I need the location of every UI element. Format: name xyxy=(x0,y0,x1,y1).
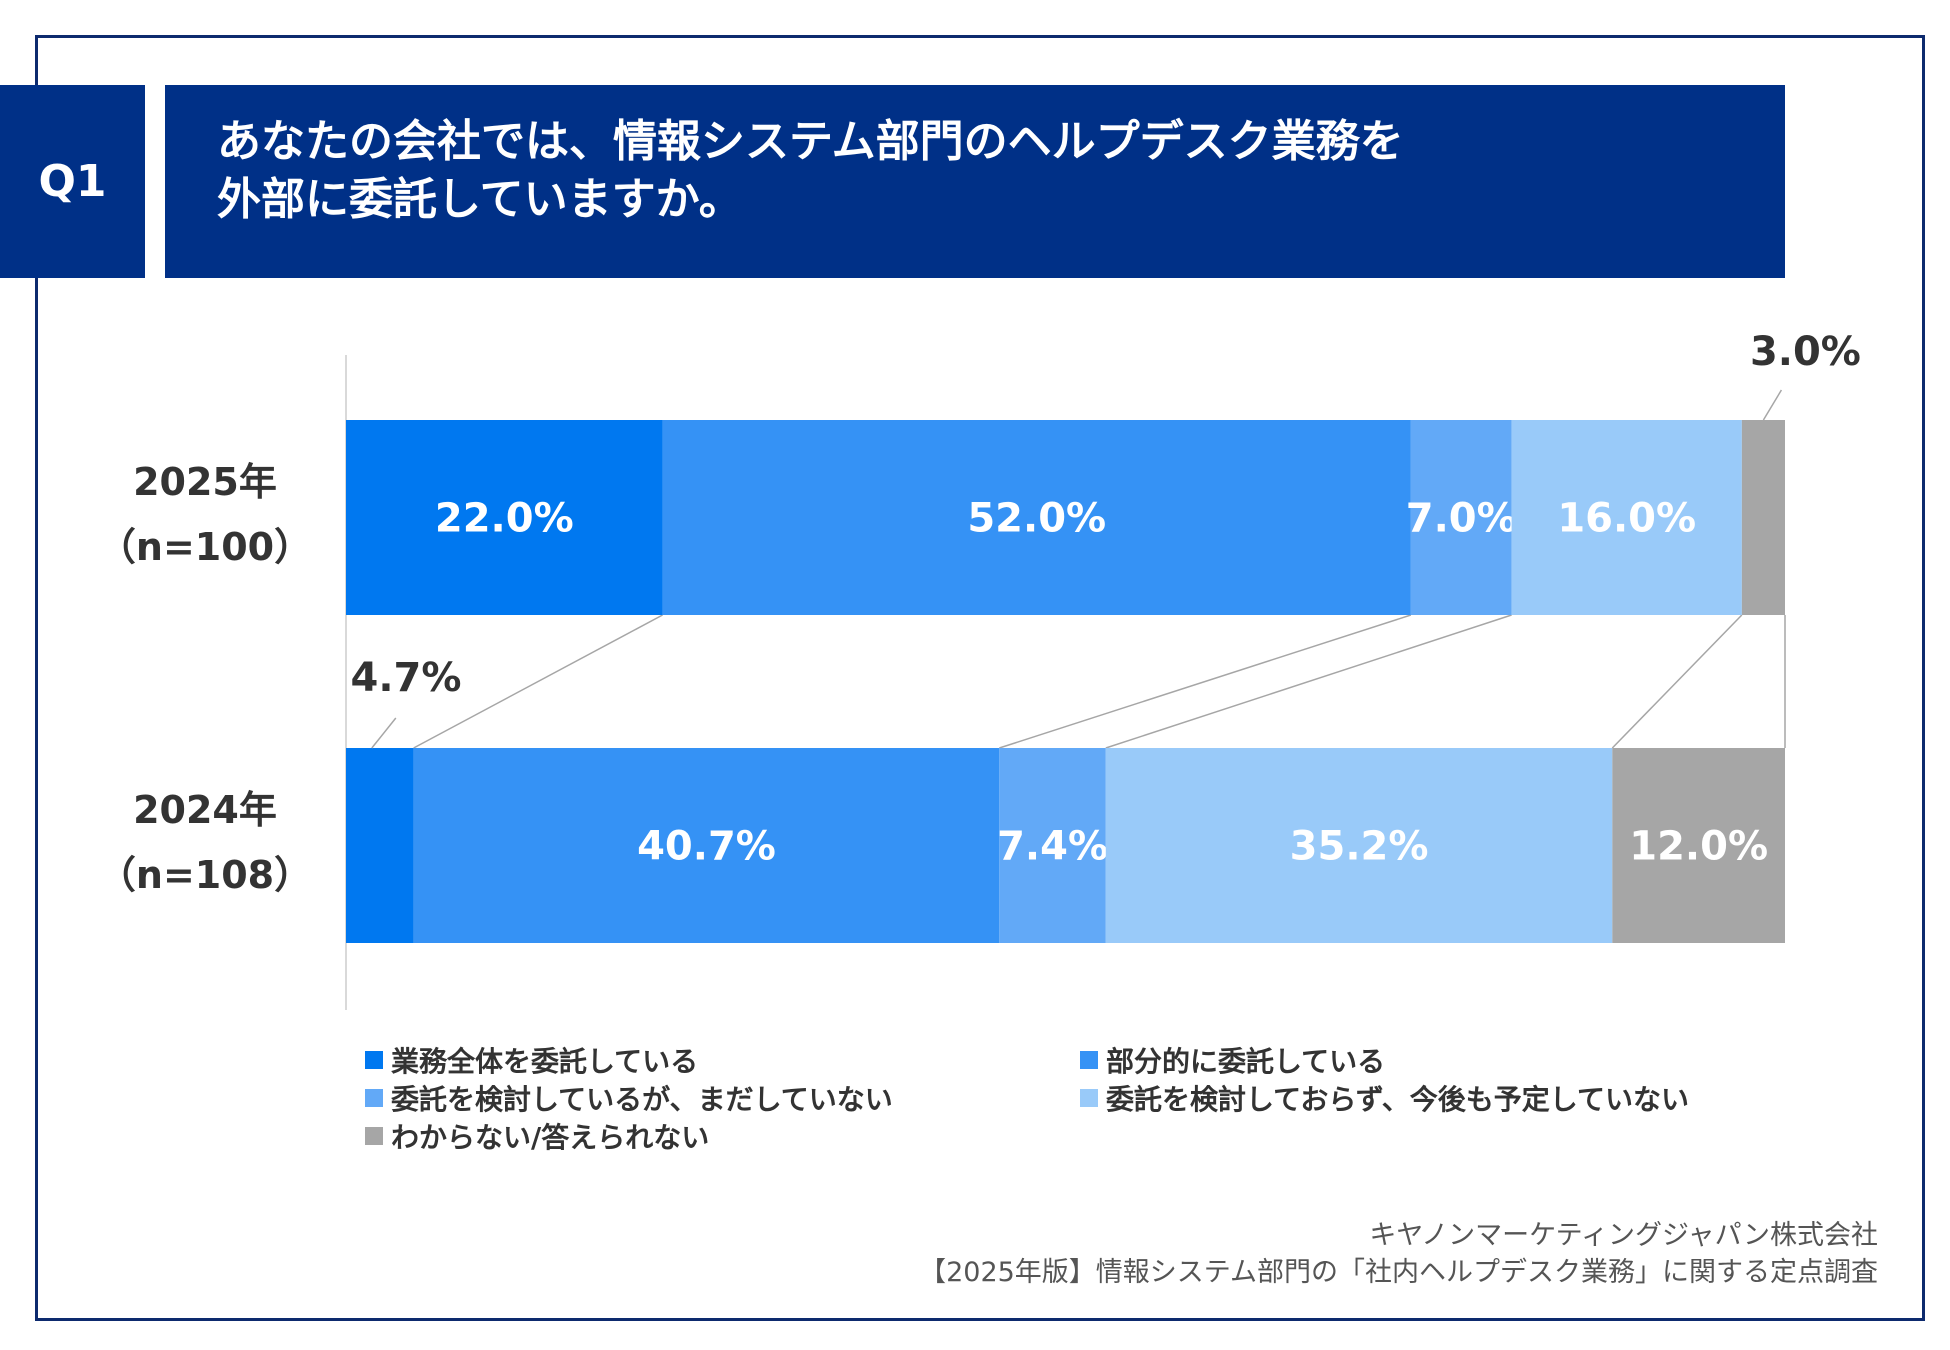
data-label: 35.2% xyxy=(1290,824,1429,870)
legend-swatch xyxy=(365,1051,383,1069)
category-label-n: （n=108） xyxy=(98,853,312,897)
source-survey-title: 【2025年版】情報システム部門の「社内ヘルプデスク業務」に関する定点調査 xyxy=(919,1257,1878,1288)
question-number-badge: Q1 xyxy=(0,85,145,278)
legend-swatch xyxy=(365,1089,383,1107)
question-title-box: あなたの会社では、情報システム部門のヘルプデスク業務を 外部に委託していますか。 xyxy=(165,85,1785,278)
bar-segment xyxy=(999,748,1106,943)
legend-label: 部分的に委託している xyxy=(1106,1045,1386,1078)
legend-label: 業務全体を委託している xyxy=(391,1045,699,1078)
legend-item-partial-outsourcing: 部分的に委託している xyxy=(1080,1040,1385,1080)
data-label: 7.4% xyxy=(997,824,1108,870)
bar-segment xyxy=(1410,420,1512,615)
legend-item-considering: 委託を検討しているが、まだしていない xyxy=(365,1078,893,1118)
callout-line xyxy=(371,717,397,749)
category-label-n: （n=100） xyxy=(98,525,312,569)
bar-segment xyxy=(346,420,663,615)
data-label: 16.0% xyxy=(1557,496,1696,542)
legend-label: わからない/答えられない xyxy=(391,1121,710,1154)
outer-frame xyxy=(35,35,1925,1321)
legend-item-unknown: わからない/答えられない xyxy=(365,1116,709,1156)
category-label-year: 2025年 xyxy=(133,460,277,504)
data-label: 12.0% xyxy=(1629,824,1768,870)
bar-segment xyxy=(1511,420,1742,615)
legend-swatch xyxy=(1080,1051,1098,1069)
legend-item-full-outsourcing: 業務全体を委託している xyxy=(365,1040,698,1080)
bar-segment xyxy=(1741,420,1785,615)
question-title-line-1: あなたの会社では、情報システム部門のヘルプデスク業務を xyxy=(217,116,1404,167)
source-company: キヤノンマーケティングジャパン株式会社 xyxy=(1369,1220,1878,1251)
bar-segment xyxy=(346,748,414,943)
question-number: Q1 xyxy=(38,156,107,207)
connector-line xyxy=(1611,614,1743,749)
data-label: 22.0% xyxy=(435,496,574,542)
callout-line xyxy=(1762,389,1783,421)
legend-swatch xyxy=(1080,1089,1098,1107)
legend-label: 委託を検討しているが、まだしていない xyxy=(391,1083,893,1116)
callout-label: 3.0% xyxy=(1750,329,1861,375)
question-title-line-2: 外部に委託していますか。 xyxy=(217,174,743,225)
data-label: 40.7% xyxy=(637,824,776,870)
legend-item-not-considering: 委託を検討しておらず、今後も予定していない xyxy=(1080,1078,1689,1118)
category-label-year: 2024年 xyxy=(133,788,277,832)
bar-segment xyxy=(1105,748,1613,943)
bar-segment xyxy=(413,748,1000,943)
bar-segment xyxy=(662,420,1411,615)
legend-swatch xyxy=(365,1127,383,1145)
legend-label: 委託を検討しておらず、今後も予定していない xyxy=(1106,1083,1689,1116)
connector-line xyxy=(1105,614,1512,749)
data-label: 7.0% xyxy=(1406,496,1517,542)
bar-segment xyxy=(1612,748,1785,943)
callout-label: 4.7% xyxy=(351,655,462,701)
data-label: 52.0% xyxy=(967,496,1106,542)
connector-line xyxy=(999,614,1412,749)
connector-line xyxy=(413,614,663,749)
